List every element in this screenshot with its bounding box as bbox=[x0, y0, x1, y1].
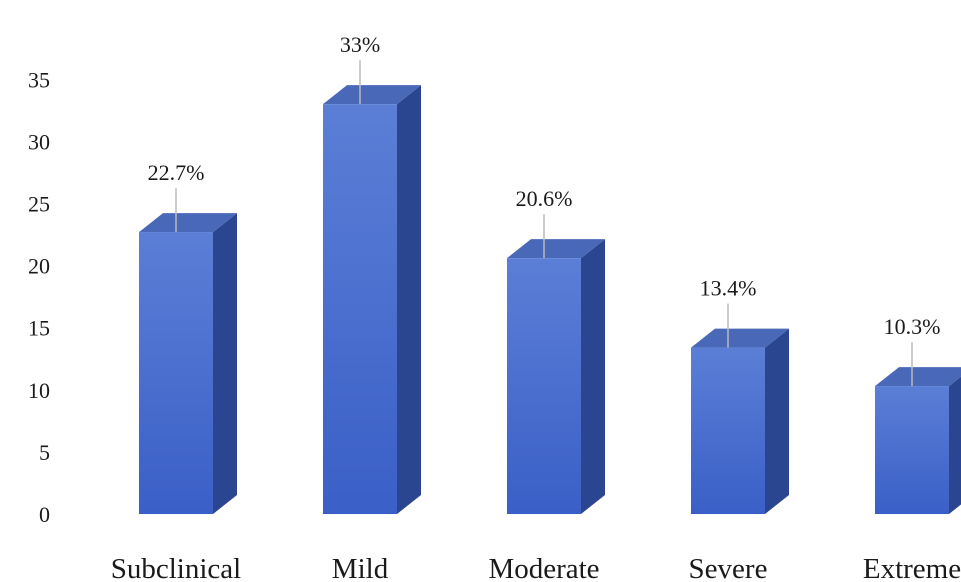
y-axis: 0 5 10 15 20 25 30 35 bbox=[28, 67, 50, 527]
bar-top-face bbox=[507, 239, 605, 259]
bar-top-face bbox=[691, 328, 789, 348]
y-tick-label: 5 bbox=[39, 440, 50, 465]
bar-severe: 13.4% bbox=[691, 276, 789, 514]
x-category-label: Mild bbox=[332, 553, 389, 582]
bar-side-face bbox=[213, 213, 237, 515]
y-tick-label: 30 bbox=[28, 129, 50, 154]
data-label: 13.4% bbox=[700, 276, 757, 301]
bar-top-face bbox=[323, 85, 421, 105]
x-axis: Subclinical Mild Moderate Severe Extreme bbox=[111, 553, 961, 582]
bar-top-face bbox=[875, 367, 961, 387]
bar-side-face bbox=[581, 239, 605, 514]
y-tick-label: 25 bbox=[28, 192, 50, 217]
x-category-label: Extreme bbox=[863, 553, 961, 582]
y-tick-label: 0 bbox=[39, 502, 50, 527]
bar-subclinical: 22.7% bbox=[139, 160, 237, 515]
y-tick-label: 20 bbox=[28, 254, 50, 279]
data-label: 33% bbox=[340, 32, 380, 57]
y-tick-label: 15 bbox=[28, 316, 50, 341]
bar-top-face bbox=[139, 213, 237, 233]
x-category-label: Moderate bbox=[488, 553, 599, 582]
bar-mild: 33% bbox=[323, 32, 421, 514]
bar-front-face bbox=[139, 232, 213, 515]
bar-front-face bbox=[875, 386, 949, 514]
bar-side-face bbox=[397, 85, 421, 514]
bar-extreme: 10.3% bbox=[875, 314, 961, 514]
data-label: 22.7% bbox=[148, 160, 205, 185]
bars-group: 22.7% 33% 20.6% 13.4% 10.3% bbox=[139, 32, 961, 515]
bar-side-face bbox=[765, 328, 789, 514]
x-category-label: Subclinical bbox=[111, 553, 241, 582]
bar-side-face bbox=[949, 376, 961, 514]
y-tick-label: 10 bbox=[28, 378, 50, 403]
y-tick-label: 35 bbox=[28, 67, 50, 92]
data-label: 20.6% bbox=[516, 186, 573, 211]
bar-moderate: 20.6% bbox=[507, 186, 605, 514]
bar-front-face bbox=[507, 258, 581, 514]
data-label: 10.3% bbox=[884, 314, 941, 339]
x-category-label: Severe bbox=[689, 553, 768, 582]
bar-front-face bbox=[323, 104, 397, 514]
bar-front-face bbox=[691, 347, 765, 514]
